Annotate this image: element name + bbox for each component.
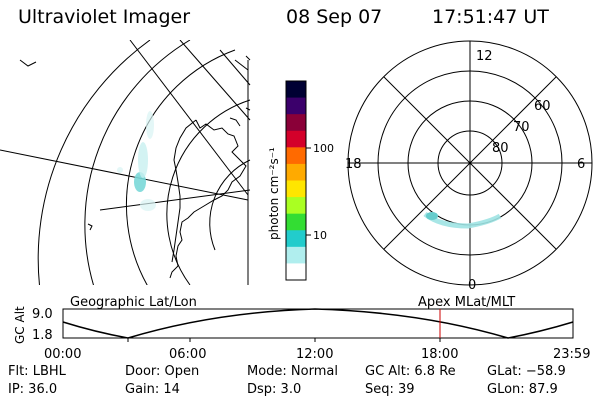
- colorbar-label: photon cm⁻²s⁻¹: [267, 147, 281, 240]
- colorbar-cell: [286, 213, 306, 231]
- colorbar-scale: [286, 81, 306, 281]
- colorbar-cell: [286, 246, 306, 265]
- time-tick-0000: 00:00: [44, 347, 81, 362]
- colorbar-cell: [286, 130, 306, 148]
- alt-tick-9: 9.0: [32, 307, 53, 322]
- alt-tick-1-8: 1.8: [32, 328, 53, 343]
- colorbar-cell: [286, 114, 306, 132]
- time-tick-0600: 06:00: [169, 347, 206, 362]
- gain-info: Gain: 14: [125, 382, 180, 397]
- map-aurora: [117, 111, 156, 211]
- glat-info: GLat: −58.9: [487, 364, 566, 379]
- mlat-label-80: 80: [492, 141, 509, 156]
- colorbar-cell: [286, 81, 306, 99]
- colorbar-cell: [286, 230, 306, 248]
- colorbar-cell: [286, 263, 306, 281]
- date-label: 08 Sep 07: [286, 6, 383, 28]
- app-title: Ultraviolet Imager: [18, 6, 191, 28]
- colorbar-tick-100: 100: [313, 142, 334, 155]
- glon-info: GLon: 87.9: [487, 382, 558, 397]
- door-info: Door: Open: [125, 364, 200, 379]
- colorbar-cell: [286, 147, 306, 165]
- polar-aurora: [423, 211, 502, 229]
- geographic-label: Geographic Lat/Lon: [70, 295, 197, 310]
- mlt-label-6: 6: [577, 157, 585, 172]
- apex-label: Apex MLat/MLT: [418, 295, 515, 310]
- time-tick-1800: 18:00: [421, 347, 458, 362]
- seq-info: Seq: 39: [365, 382, 415, 397]
- alt-axis-label: GC Alt: [13, 306, 27, 344]
- ip-info: IP: 36.0: [8, 382, 58, 397]
- mlt-label-12: 12: [476, 49, 493, 64]
- time-tick-1200: 12:00: [296, 347, 333, 362]
- time-tick-2359: 23:59: [553, 347, 590, 362]
- colorbar-cell: [286, 197, 306, 215]
- colorbar-cell: [286, 180, 306, 198]
- colorbar: 100 10 photon cm⁻²s⁻¹: [267, 80, 334, 281]
- mlt-label-18: 18: [345, 157, 362, 172]
- time-label: 17:51:47 UT: [432, 6, 549, 28]
- altitude-timeline: 9.0 1.8 GC Alt 00:00 06:00 12:00 18:00 2…: [13, 306, 590, 362]
- gcalt-info: GC Alt: 6.8 Re: [365, 364, 456, 379]
- polar-labels: 12 0 18 6 60 70 80: [345, 49, 585, 293]
- mlat-label-60: 60: [534, 99, 551, 114]
- colorbar-cell: [286, 97, 306, 115]
- dsp-info: Dsp: 3.0: [247, 382, 302, 397]
- colorbar-cell: [286, 163, 306, 182]
- mode-info: Mode: Normal: [247, 364, 338, 379]
- colorbar-tick-10: 10: [313, 229, 327, 242]
- mlat-label-70: 70: [513, 120, 530, 135]
- mlt-label-0: 0: [468, 278, 476, 293]
- geographic-map: [0, 40, 251, 285]
- flt-info: Flt: LBHL: [8, 364, 66, 379]
- polar-plot: [347, 40, 593, 286]
